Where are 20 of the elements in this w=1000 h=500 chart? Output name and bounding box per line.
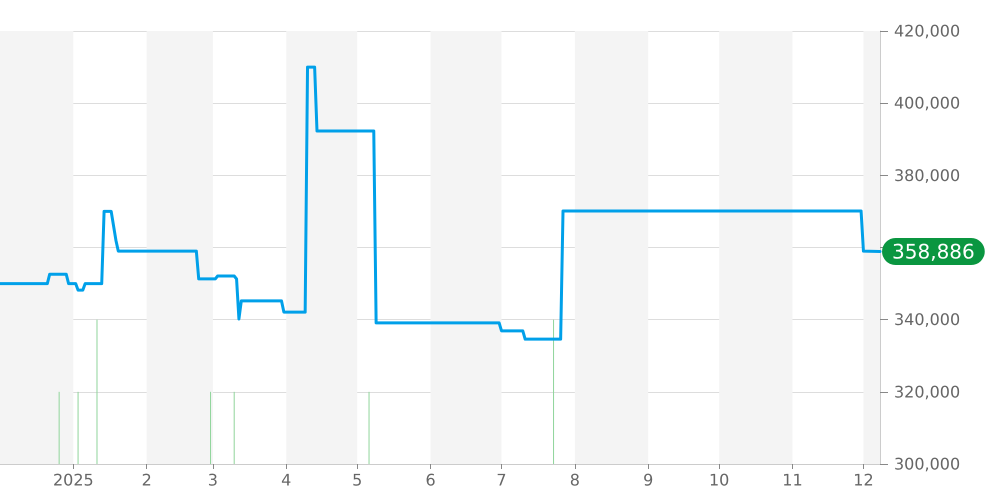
data-label: 358,886 [892,240,975,264]
x-tick-label: 9 [643,470,654,490]
x-tick-label: 10 [708,470,730,490]
y-tick-label: 380,000 [894,166,960,185]
x-tick-label: 2 [142,470,152,490]
x-tick-label: 7 [496,470,507,490]
y-tick-label: 400,000 [894,94,960,113]
x-tick-label: 11 [782,470,803,490]
x-tick-label: 5 [352,470,362,490]
x-tick-label: 12 [853,470,874,490]
line-series [0,66,882,341]
x-tick-label: 3 [208,470,218,490]
y-tick-label: 300,000 [894,454,960,474]
y-tick-label: 340,000 [894,310,960,330]
x-tick-label: 8 [570,470,580,490]
x-tick-label: 2025 [52,470,94,490]
x-tick-label: 6 [425,470,436,490]
x-tick-label: 4 [281,470,292,490]
y-tick-label: 420,000 [894,22,960,40]
y-tick-label: 320,000 [894,382,960,402]
